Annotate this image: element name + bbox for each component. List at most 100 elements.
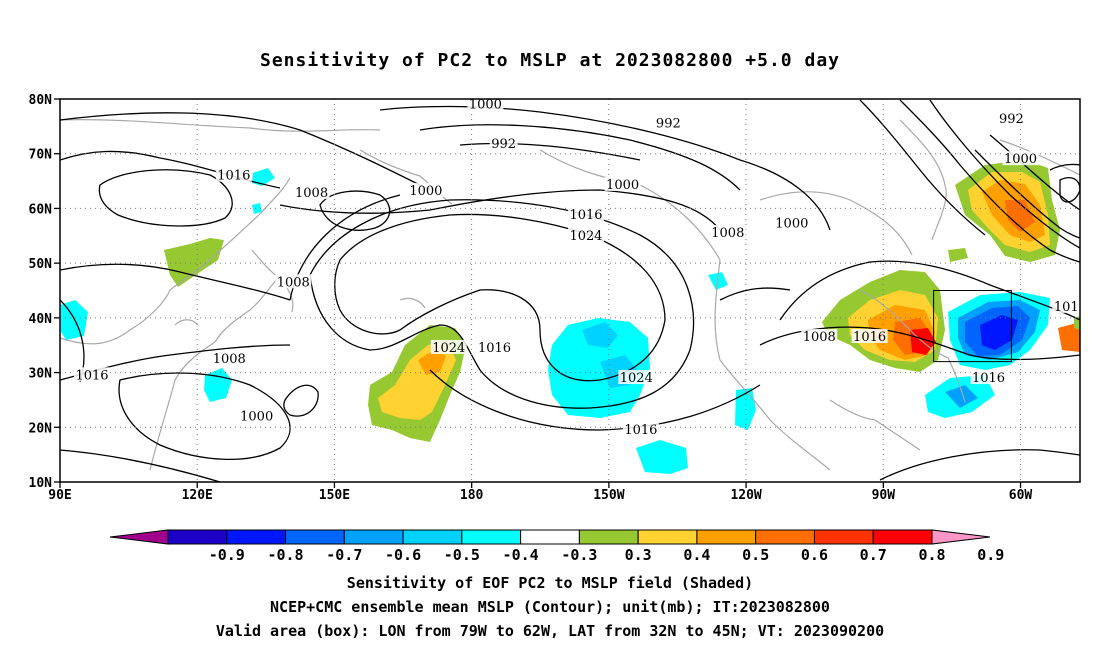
lon-tick-label: 120E <box>182 488 213 503</box>
contour-label: 1016 <box>853 330 886 345</box>
shade-orange2 <box>1005 200 1035 232</box>
contour-label: 1016 <box>972 371 1005 386</box>
shade-cyan <box>204 368 232 402</box>
longitude-axis: 90E 120E 150E 180 150W 120W 90W 60W <box>48 482 1032 503</box>
colorbar-end-low <box>109 529 169 545</box>
colorbar-end-high <box>931 529 991 545</box>
contour-label: 1024 <box>620 371 653 386</box>
map-frame <box>59 98 1081 483</box>
contour-label: 1000 <box>469 97 502 112</box>
lat-tick-label: 70N <box>29 148 53 163</box>
contour-label: 1008 <box>803 330 836 345</box>
colorbar-label: 0.7 <box>860 546 887 564</box>
contour-label-bg <box>604 176 641 191</box>
colorbar-swatch <box>755 529 815 545</box>
lon-tick-label: 120W <box>730 488 761 503</box>
contour-label: 1000 <box>775 217 808 232</box>
contour-label: 1008 <box>295 186 328 201</box>
colorbar-swatch <box>637 529 698 545</box>
contour-label-bg <box>654 115 683 130</box>
contour-label: 1016 <box>478 341 511 356</box>
footer-line-3: Valid area (box): LON from 79W to 62W, L… <box>215 622 885 640</box>
colorbar-swatch <box>226 529 287 545</box>
validity-box <box>933 290 1012 363</box>
lon-tick-label: 180 <box>460 488 484 503</box>
contour-label-bg <box>851 329 888 344</box>
colorbar-swatch <box>872 529 933 545</box>
contour-label: 1008 <box>277 275 310 290</box>
colorbar-swatch <box>343 529 404 545</box>
contour-label: 1000 <box>1004 152 1037 167</box>
lon-tick-label: 150W <box>593 488 624 503</box>
contour-label-bg <box>476 339 513 354</box>
contour-label-layer: 1000 992 992 992 1000 1016 1008 1000 1000 1016 102… <box>74 97 1080 438</box>
lat-tick-label: 10N <box>29 476 53 491</box>
contour-label-bg <box>275 274 312 289</box>
contour-label-bg <box>293 185 330 200</box>
contour-label: 1016 <box>217 169 250 184</box>
lat-tick-label: 80N <box>29 93 53 108</box>
contour-label: 1016 <box>624 423 657 438</box>
contour-label: 1000 <box>240 409 273 424</box>
contour-label: 1000 <box>409 184 442 199</box>
contour-label-bg <box>568 206 605 221</box>
shade-green <box>948 248 968 262</box>
footer-line-2: NCEP+CMC ensemble mean MSLP (Contour); u… <box>270 598 830 616</box>
contour-label: 1008 <box>711 226 744 241</box>
colorbar: -0.9 -0.8 -0.7 -0.6 -0.5 -0.4 -0.3 0.3 0.4 0.5 0.6… <box>109 529 1004 564</box>
contour-label-bg <box>618 370 655 385</box>
colorbar-swatch <box>461 529 522 545</box>
contour-label: 992 <box>656 117 681 132</box>
sensitivity-shading <box>60 160 1080 474</box>
lon-tick-label: 60W <box>1009 488 1033 503</box>
colorbar-label: 0.8 <box>918 546 945 564</box>
validity-box-layer <box>933 290 1012 363</box>
contour-label-bg <box>801 329 838 344</box>
contour-label-bg <box>1052 298 1080 313</box>
colorbar-label: 0.9 <box>977 546 1004 564</box>
colorbar-label: -0.9 <box>209 546 245 564</box>
contour-label: 1008 <box>213 352 246 367</box>
colorbar-swatch <box>285 529 345 545</box>
colorbar-label: -0.4 <box>503 546 539 564</box>
shade-cyan <box>548 318 650 418</box>
shade-cyan <box>636 440 688 474</box>
contour-label: 1016 <box>75 368 108 383</box>
map-plot: 1000 992 992 992 1000 1016 1008 1000 1000 1016 102… <box>60 97 1080 482</box>
mslp-contours <box>60 99 1080 482</box>
lat-tick-label: 40N <box>29 312 53 327</box>
shade-orange <box>418 350 446 375</box>
lat-tick-label: 60N <box>29 202 53 217</box>
lat-tick-label: 20N <box>29 421 53 436</box>
lon-tick-label: 150E <box>319 488 350 503</box>
contour-label: 1016 <box>569 208 602 223</box>
contour-label-bg <box>622 422 659 437</box>
colorbar-label: 0.3 <box>625 546 652 564</box>
colorbar-swatch <box>696 529 757 545</box>
shade-green <box>164 238 224 287</box>
contour-label-bg <box>215 167 252 182</box>
lon-tick-label: 90W <box>872 488 896 503</box>
contour-label-bg <box>467 99 504 111</box>
contour-label-bg <box>238 408 275 423</box>
colorbar-swatch <box>167 529 228 545</box>
contour-label-bg <box>489 135 518 150</box>
colorbar-label: -0.6 <box>385 546 421 564</box>
contour-label-bg <box>997 111 1026 126</box>
contour-label: 1024 <box>569 229 602 244</box>
colorbar-label: 0.5 <box>742 546 769 564</box>
colorbar-label: -0.8 <box>267 546 303 564</box>
colorbar-label: 0.6 <box>801 546 828 564</box>
shade-cyan <box>60 300 88 340</box>
colorbar-swatch <box>813 529 874 545</box>
contour-label-bg <box>74 367 111 382</box>
shade-cyan <box>252 168 275 186</box>
lon-tick-label: 90E <box>48 488 71 503</box>
contour-label: 1000 <box>606 178 639 193</box>
contour-label-bg <box>709 225 746 240</box>
colorbar-swatch <box>520 529 580 545</box>
colorbar-label: -0.5 <box>444 546 480 564</box>
lat-tick-label: 30N <box>29 367 53 382</box>
latitude-axis: 80N 70N 60N 50N 40N 30N 20N 10N <box>29 93 60 491</box>
lat-tick-label: 50N <box>29 257 53 272</box>
